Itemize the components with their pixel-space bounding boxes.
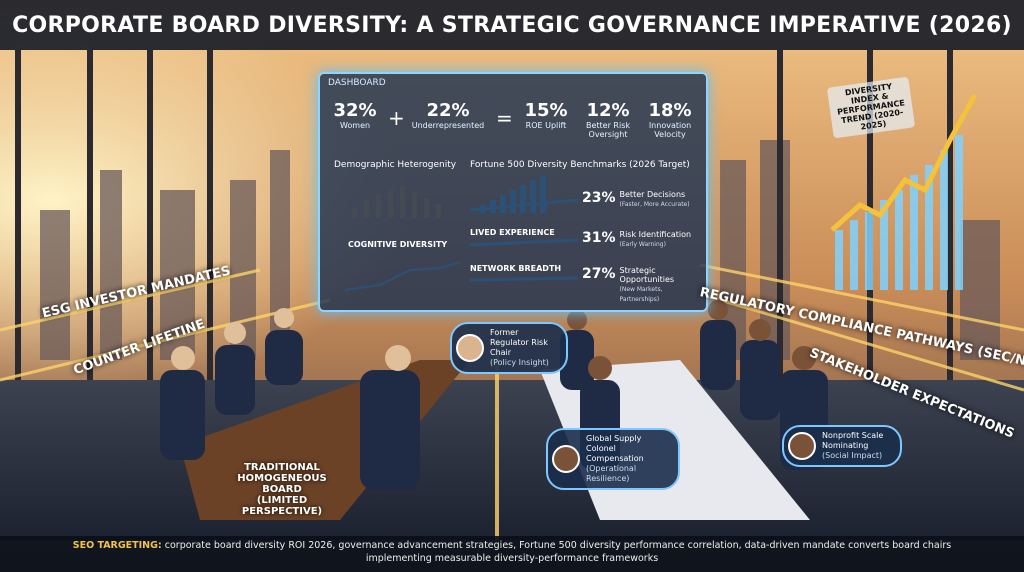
callout-note: (Operational Resilience) [586,464,637,483]
callout-title: Former Regulator Risk Chair [490,328,548,357]
kpi: 12% Better Risk Oversight [578,100,638,139]
divider-line [495,330,499,540]
page-title: CORPORATE BOARD DIVERSITY: A STRATEGIC G… [0,0,1024,50]
traditional-note: (LIMITED PERSPECTIVE) [241,495,323,517]
flow-label: LIVED EXPERIENCE [470,228,555,237]
footer: SEO TARGETING: corporate board diversity… [0,536,1024,572]
kpi-value: 12% [586,100,630,121]
kpi: 32% Women [330,100,380,130]
benchmark: 31% Risk Identification (Early Warning) [582,230,691,250]
panel-title: Demographic Heterogenity [334,160,457,170]
callout-note: (Policy Insight) [490,358,549,367]
footer-text: corporate board diversity ROI 2026, gove… [164,540,952,564]
benchmark-note: (New Markets, Partnerships) [619,286,663,303]
operator: = [496,106,513,130]
benchmark-label: Better Decisions [619,190,686,199]
trend-arrow [830,93,978,232]
kpi: 18% Innovation Velocity [640,100,700,139]
kpi: 22% Underrepresented [406,100,490,130]
operator: + [388,106,405,130]
kpi: 15% ROE Uplift [516,100,576,130]
kpi-value: 18% [648,100,692,121]
benchmark-value: 27% [582,266,616,282]
kpi-value: 32% [333,100,377,121]
callout-note: (Social Impact) [822,451,883,460]
benchmark-note: (Faster, More Accurate) [619,201,690,208]
benchmark-label: Strategic Opportunities [619,266,675,284]
benchmark-label: Risk Identification [619,230,692,239]
benchmark-value: 23% [582,190,616,206]
dashboard: DASHBOARD 32% Women + 22% Underrepresented… [318,72,708,312]
kpi-label: Underrepresented [411,121,485,130]
callout-title: Nonprofit Scale Nominating [822,431,884,450]
kpi-label: ROE Uplift [525,121,567,130]
kpi-label: Innovation Velocity [648,121,692,139]
traditional-title: TRADITIONAL HOMOGENEOUS BOARD [237,462,327,495]
footer-label: SEO TARGETING: [72,540,162,551]
flow-label: NETWORK BREADTH [470,264,562,273]
heads-right [567,300,816,380]
heads [171,308,411,371]
trend-bars [835,135,963,290]
skyline [40,140,1000,360]
callout: Global Supply Colonel Compensation (Opera… [546,428,680,490]
callout: Nonprofit Scale Nominating (Social Impact… [782,425,902,467]
benchmark-note: (Early Warning) [619,241,666,248]
light-beams [0,263,1024,392]
traditional-board-label: TRADITIONAL HOMOGENEOUS BOARD (LIMITED PE… [222,462,342,517]
kpi-value: 22% [426,100,470,121]
benchmark: 23% Better Decisions (Faster, More Accurat… [582,190,690,210]
benchmark: 27% Strategic Opportunities (New Markets, … [582,266,702,305]
benchmark-value: 31% [582,230,616,246]
callout-title: Global Supply Colonel Compensation [586,434,644,463]
kpi-label: Better Risk Oversight [585,121,631,139]
kpi-label: Women [339,121,371,130]
callout: Former Regulator Risk Chair (Policy Insig… [450,322,568,374]
panel-title: Fortune 500 Diversity Benchmarks (2026 T… [470,160,690,170]
kpi-value: 15% [524,100,568,121]
dashboard-label: DASHBOARD [328,78,386,88]
panel-subtitle: COGNITIVE DIVERSITY [348,240,448,249]
